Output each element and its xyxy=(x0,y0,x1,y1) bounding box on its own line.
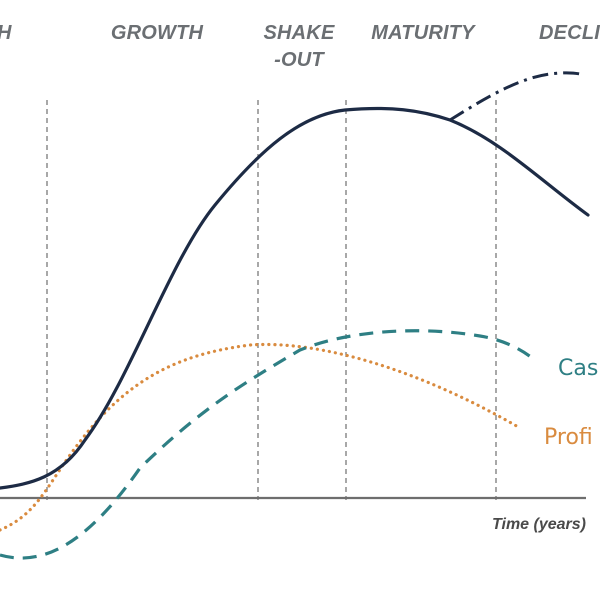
profit-label: Profi xyxy=(544,425,593,450)
stage-label-growth: GROWTH xyxy=(111,22,204,44)
stage-label-shakeout-line2: -OUT xyxy=(274,49,325,71)
stage-label-maturity: MATURITY xyxy=(371,22,476,44)
stage-label-start: H xyxy=(0,22,12,44)
sales-alternative-curve xyxy=(449,71,581,122)
sales-curve xyxy=(0,106,590,490)
stage-label-decline: DECLI xyxy=(539,22,600,44)
stage-label-shakeout-line1: SHAKE xyxy=(263,22,334,44)
profit-curve xyxy=(0,342,522,532)
cash-label: Cas xyxy=(558,356,598,381)
time-axis-label: Time (years) xyxy=(492,516,586,533)
cash-curve xyxy=(0,329,536,560)
